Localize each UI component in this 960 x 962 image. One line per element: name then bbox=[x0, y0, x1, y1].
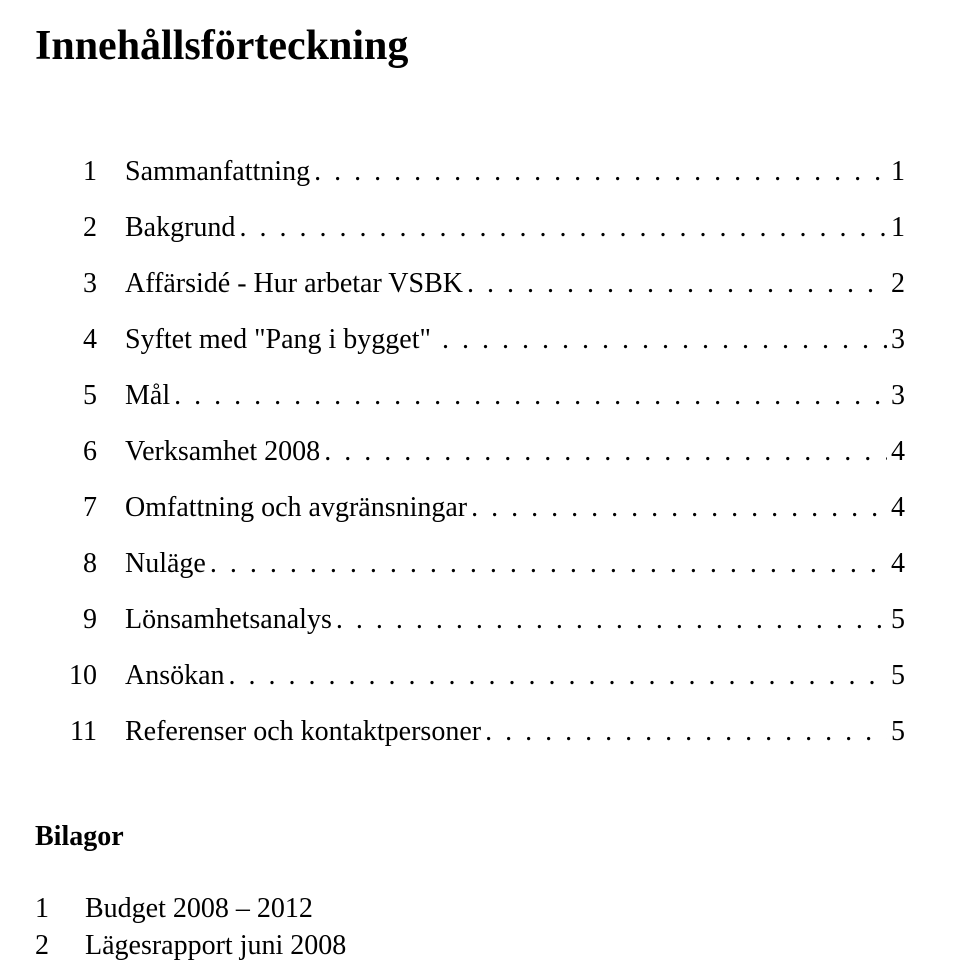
toc-entry-page: 1 bbox=[887, 214, 905, 242]
toc-entry-label: Verksamhet 2008 bbox=[125, 438, 320, 466]
toc-entry: 5 Mål . . . . . . . . . . . . . . . . . … bbox=[35, 382, 905, 410]
toc-entry: 7 Omfattning och avgränsningar . . . . .… bbox=[35, 494, 905, 522]
toc-leader-dots: . . . . . . . . . . . . . . . . . . . . … bbox=[463, 270, 887, 298]
table-of-contents: 1 Sammanfattning . . . . . . . . . . . .… bbox=[35, 158, 905, 746]
toc-entry-page: 4 bbox=[887, 550, 905, 578]
toc-entry-number: 6 bbox=[35, 438, 125, 466]
toc-entry-label: Mål bbox=[125, 382, 170, 410]
toc-entry-number: 5 bbox=[35, 382, 125, 410]
toc-entry: 6 Verksamhet 2008 . . . . . . . . . . . … bbox=[35, 438, 905, 466]
appendix-item-number: 2 bbox=[35, 930, 85, 962]
toc-entry-label: Affärsidé - Hur arbetar VSBK bbox=[125, 270, 463, 298]
toc-entry-label: Bakgrund bbox=[125, 214, 235, 242]
toc-entry-label: Sammanfattning bbox=[125, 158, 310, 186]
page-title: Innehållsförteckning bbox=[35, 22, 905, 70]
appendix-item-label: Budget 2008 – 2012 bbox=[85, 893, 313, 925]
toc-entry-number: 8 bbox=[35, 550, 125, 578]
toc-leader-dots: . . . . . . . . . . . . . . . . . . . . … bbox=[206, 550, 887, 578]
toc-leader-dots: . . . . . . . . . . . . . . . . . . . . … bbox=[438, 326, 887, 354]
toc-entry-page: 4 bbox=[887, 494, 905, 522]
toc-entry-number: 11 bbox=[35, 718, 125, 746]
toc-entry-number: 3 bbox=[35, 270, 125, 298]
toc-entry-label: Omfattning och avgränsningar bbox=[125, 494, 467, 522]
toc-leader-dots: . . . . . . . . . . . . . . . . . . . . … bbox=[170, 382, 887, 410]
toc-entry-page: 4 bbox=[887, 438, 905, 466]
appendix-list: 1 Budget 2008 – 2012 2 Lägesrapport juni… bbox=[35, 893, 905, 962]
toc-entry-label: Syftet med "Pang i bygget" bbox=[125, 326, 438, 354]
toc-entry-label: Nuläge bbox=[125, 550, 206, 578]
toc-leader-dots: . . . . . . . . . . . . . . . . . . . . … bbox=[235, 214, 887, 242]
toc-entry-number: 7 bbox=[35, 494, 125, 522]
toc-entry-page: 5 bbox=[887, 606, 905, 634]
appendix-heading: Bilagor bbox=[35, 821, 905, 853]
toc-entry-page: 1 bbox=[887, 158, 905, 186]
toc-entry-number: 10 bbox=[35, 662, 125, 690]
toc-entry: 3 Affärsidé - Hur arbetar VSBK . . . . .… bbox=[35, 270, 905, 298]
toc-entry: 10 Ansökan . . . . . . . . . . . . . . .… bbox=[35, 662, 905, 690]
toc-leader-dots: . . . . . . . . . . . . . . . . . . . . … bbox=[481, 718, 887, 746]
toc-entry-page: 5 bbox=[887, 718, 905, 746]
toc-entry: 4 Syftet med "Pang i bygget" . . . . . .… bbox=[35, 326, 905, 354]
toc-entry: 8 Nuläge . . . . . . . . . . . . . . . .… bbox=[35, 550, 905, 578]
toc-entry-page: 3 bbox=[887, 382, 905, 410]
appendix-item: 2 Lägesrapport juni 2008 bbox=[35, 930, 905, 962]
toc-entry-label: Lönsamhetsanalys bbox=[125, 606, 332, 634]
toc-leader-dots: . . . . . . . . . . . . . . . . . . . . … bbox=[310, 158, 887, 186]
appendix-item: 1 Budget 2008 – 2012 bbox=[35, 893, 905, 925]
toc-entry-number: 9 bbox=[35, 606, 125, 634]
toc-entry-label: Referenser och kontaktpersoner bbox=[125, 718, 481, 746]
toc-entry-number: 1 bbox=[35, 158, 125, 186]
toc-leader-dots: . . . . . . . . . . . . . . . . . . . . … bbox=[467, 494, 887, 522]
toc-entry-page: 5 bbox=[887, 662, 905, 690]
toc-entry-number: 2 bbox=[35, 214, 125, 242]
toc-leader-dots: . . . . . . . . . . . . . . . . . . . . … bbox=[320, 438, 887, 466]
appendix-item-number: 1 bbox=[35, 893, 85, 925]
toc-entry-number: 4 bbox=[35, 326, 125, 354]
toc-leader-dots: . . . . . . . . . . . . . . . . . . . . … bbox=[332, 606, 887, 634]
toc-entry: 9 Lönsamhetsanalys . . . . . . . . . . .… bbox=[35, 606, 905, 634]
toc-entry: 1 Sammanfattning . . . . . . . . . . . .… bbox=[35, 158, 905, 186]
toc-entry: 2 Bakgrund . . . . . . . . . . . . . . .… bbox=[35, 214, 905, 242]
appendix-item-label: Lägesrapport juni 2008 bbox=[85, 930, 346, 962]
toc-entry-page: 3 bbox=[887, 326, 905, 354]
toc-entry: 11 Referenser och kontaktpersoner . . . … bbox=[35, 718, 905, 746]
toc-leader-dots: . . . . . . . . . . . . . . . . . . . . … bbox=[225, 662, 887, 690]
toc-entry-page: 2 bbox=[887, 270, 905, 298]
toc-entry-label: Ansökan bbox=[125, 662, 225, 690]
